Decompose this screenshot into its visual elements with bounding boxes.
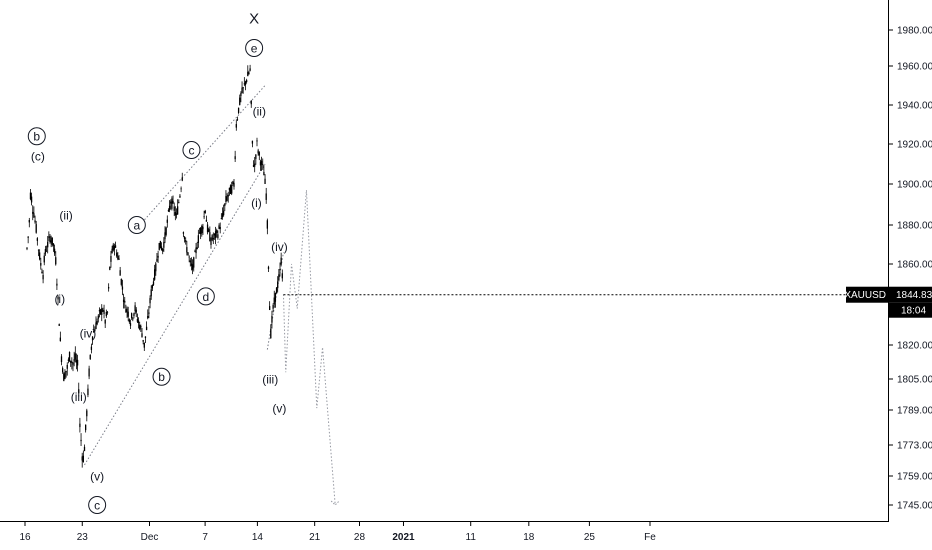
projection-path: [282, 190, 336, 506]
wave-label-14: (ii): [253, 104, 266, 118]
price-tick-label-11: 1759.00: [897, 472, 932, 483]
price-tick-label-10: 1773.00: [897, 441, 932, 452]
projection-arrowhead: [330, 500, 340, 506]
trendline-1[interactable]: [84, 163, 266, 466]
wave-label-8: a: [133, 219, 140, 233]
wave-label-6: (v): [90, 470, 104, 484]
price-value-label: 1844.83: [896, 290, 932, 301]
wave-label-0: b: [33, 130, 40, 144]
trendline-0[interactable]: [132, 85, 266, 234]
wave-label-18: (v): [272, 402, 286, 416]
time-tick-label-0: 16: [19, 532, 31, 543]
price-tick-label-5: 1880.00: [897, 221, 932, 232]
price-tick-label-4: 1900.00: [897, 180, 932, 191]
wave-label-12: X: [249, 11, 259, 28]
wave-label-circle-10: [182, 141, 201, 159]
countdown-label: 18:04: [901, 306, 926, 317]
wave-labels-layer: b (c) (ii) (i) (iv) (iii) (v) c a b c d Xe (ii) (i) (iv…: [27, 11, 288, 514]
wave-label-1: (c): [31, 150, 45, 164]
wave-label-13: e: [251, 42, 258, 56]
countdown-badge: [889, 302, 932, 318]
wave-label-circle-13: [245, 39, 264, 57]
wave-label-11: d: [202, 290, 209, 304]
price-tick-label-2: 1940.00: [897, 101, 932, 112]
wave-label-2: (ii): [59, 208, 72, 222]
wave-label-7: c: [94, 499, 100, 513]
price-tick-label-9: 1789.00: [897, 406, 932, 417]
wave-label-9: b: [158, 370, 165, 384]
time-tick-label-9: 18: [523, 532, 535, 543]
price-axis[interactable]: 1980.00 1960.00 1940.00 1920.00 1900.00 1880.…: [889, 26, 932, 512]
time-axis[interactable]: 16 23 Dec 7 14 21 28 2021 11 18 25 Fe: [19, 522, 656, 543]
wave-label-circle-11: [196, 287, 215, 306]
time-tick-label-6: 28: [354, 532, 366, 543]
wave-label-17: (iii): [262, 373, 278, 387]
time-tick-label-4: 14: [252, 532, 264, 543]
time-tick-label-7: 2021: [392, 532, 415, 543]
price-tick-label-7: 1820.00: [897, 341, 932, 352]
price-tick-label-0: 1980.00: [897, 26, 932, 37]
time-tick-label-8: 11: [466, 532, 477, 543]
price-tick-label-1: 1960.00: [897, 62, 932, 73]
current-price-marker[interactable]: XAUUSD 1844.83 18:04: [283, 286, 932, 318]
symbol-label: XAUUSD: [844, 290, 886, 301]
wave-label-10: c: [188, 144, 194, 158]
price-tick-label-6: 1860.00: [897, 260, 932, 271]
price-tick-label-12: 1745.00: [897, 501, 932, 512]
wave-label-16: (iv): [271, 240, 288, 254]
wave-label-circle-8: [127, 216, 146, 234]
candles-layer[interactable]: [26, 64, 283, 468]
wave-label-3: (i): [54, 292, 65, 306]
time-tick-label-5: 21: [309, 532, 321, 543]
projection-layer: [282, 190, 340, 506]
wave-label-4: (iv): [80, 326, 97, 340]
time-tick-label-1: 23: [77, 532, 89, 543]
time-tick-label-2: Dec: [141, 532, 159, 543]
wave-label-5: (iii): [71, 390, 87, 404]
wave-label-circle-0: [27, 127, 46, 146]
time-tick-label-3: 7: [202, 532, 208, 543]
price-tick-label-3: 1920.00: [897, 140, 932, 151]
wave-label-15: (i): [251, 196, 262, 210]
wave-label-circle-7: [88, 496, 107, 514]
time-tick-label-11: Fe: [644, 532, 656, 543]
price-badge: [846, 286, 932, 303]
wave-label-circle-9: [152, 367, 171, 386]
time-tick-label-10: 25: [584, 532, 596, 543]
price-tick-label-8: 1805.00: [897, 375, 932, 386]
